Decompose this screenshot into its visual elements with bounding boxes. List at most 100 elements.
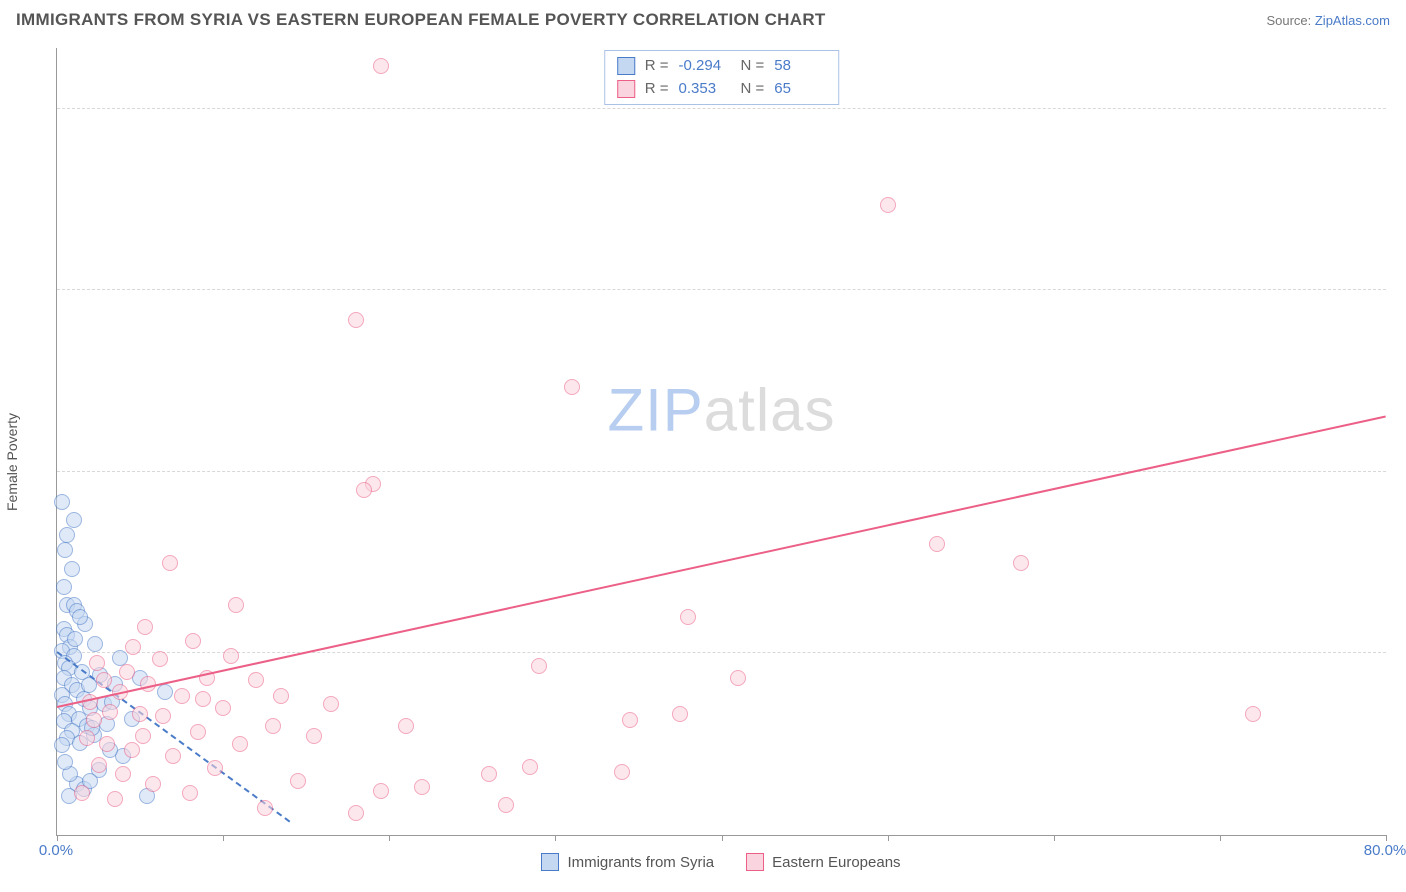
legend-swatch xyxy=(541,853,559,871)
data-point xyxy=(74,785,90,801)
x-tick xyxy=(1220,835,1221,841)
data-point xyxy=(290,773,306,789)
legend-label: Immigrants from Syria xyxy=(567,854,714,871)
y-tick-label: 60.0% xyxy=(1390,83,1406,100)
data-point xyxy=(306,728,322,744)
data-point xyxy=(125,639,141,655)
data-point xyxy=(115,766,131,782)
stat-r-label: R = xyxy=(645,55,669,78)
data-point xyxy=(273,688,289,704)
data-point xyxy=(135,728,151,744)
data-point xyxy=(248,672,264,688)
data-point xyxy=(481,766,497,782)
data-point xyxy=(57,542,73,558)
data-point xyxy=(929,536,945,552)
data-point xyxy=(124,742,140,758)
data-point xyxy=(99,736,115,752)
data-point xyxy=(373,58,389,74)
data-point xyxy=(373,783,389,799)
legend-label: Eastern Europeans xyxy=(772,854,900,871)
data-point xyxy=(190,724,206,740)
data-point xyxy=(79,730,95,746)
correlation-stats-box: R =-0.294N =58R =0.353N =65 xyxy=(604,50,840,105)
data-point xyxy=(67,631,83,647)
data-point xyxy=(228,597,244,613)
gridline xyxy=(57,108,1386,109)
data-point xyxy=(680,609,696,625)
gridline xyxy=(57,652,1386,653)
x-tick xyxy=(1386,835,1387,841)
stat-n-value: 65 xyxy=(774,78,826,101)
data-point xyxy=(162,555,178,571)
source-attribution: Source: ZipAtlas.com xyxy=(1266,13,1390,28)
data-point xyxy=(232,736,248,752)
source-link[interactable]: ZipAtlas.com xyxy=(1315,13,1390,28)
data-point xyxy=(356,482,372,498)
data-point xyxy=(1245,706,1261,722)
x-tick-label-min: 0.0% xyxy=(39,842,73,859)
watermark: ZIPatlas xyxy=(607,376,835,445)
data-point xyxy=(174,688,190,704)
legend: Immigrants from Syria Eastern Europeans xyxy=(56,848,1386,876)
data-point xyxy=(152,651,168,667)
data-point xyxy=(207,760,223,776)
data-point xyxy=(215,700,231,716)
stat-r-value: -0.294 xyxy=(679,55,731,78)
data-point xyxy=(185,633,201,649)
stat-r-label: R = xyxy=(645,78,669,101)
data-point xyxy=(137,619,153,635)
data-point xyxy=(182,785,198,801)
data-point xyxy=(96,672,112,688)
stat-n-label: N = xyxy=(741,55,765,78)
data-point xyxy=(522,759,538,775)
data-point xyxy=(157,684,173,700)
data-point xyxy=(155,708,171,724)
data-point xyxy=(672,706,688,722)
x-tick xyxy=(555,835,556,841)
chart-container: Female Poverty ZIPatlas R =-0.294N =58R … xyxy=(16,44,1390,880)
data-point xyxy=(64,561,80,577)
x-tick xyxy=(888,835,889,841)
data-point xyxy=(66,512,82,528)
y-tick-label: 15.0% xyxy=(1390,628,1406,645)
chart-title: IMMIGRANTS FROM SYRIA VS EASTERN EUROPEA… xyxy=(16,10,826,30)
data-point xyxy=(223,648,239,664)
data-point xyxy=(91,757,107,773)
data-point xyxy=(880,197,896,213)
data-point xyxy=(132,706,148,722)
data-point xyxy=(56,579,72,595)
stat-r-value: 0.353 xyxy=(679,78,731,101)
data-point xyxy=(323,696,339,712)
stats-row: R =-0.294N =58 xyxy=(617,55,827,78)
plot-area: ZIPatlas R =-0.294N =58R =0.353N =65 15.… xyxy=(56,48,1386,836)
data-point xyxy=(730,670,746,686)
gridline xyxy=(57,289,1386,290)
legend-item: Immigrants from Syria xyxy=(541,853,714,871)
x-tick xyxy=(389,835,390,841)
data-point xyxy=(165,748,181,764)
data-point xyxy=(414,779,430,795)
x-tick xyxy=(722,835,723,841)
data-point xyxy=(622,712,638,728)
data-point xyxy=(72,609,88,625)
data-point xyxy=(348,805,364,821)
legend-swatch xyxy=(617,80,635,98)
data-point xyxy=(564,379,580,395)
stats-row: R =0.353N =65 xyxy=(617,78,827,101)
data-point xyxy=(54,494,70,510)
data-point xyxy=(57,754,73,770)
trend-line xyxy=(57,415,1386,708)
data-point xyxy=(531,658,547,674)
y-tick-label: 45.0% xyxy=(1390,265,1406,282)
data-point xyxy=(145,776,161,792)
data-point xyxy=(107,791,123,807)
gridline xyxy=(57,471,1386,472)
data-point xyxy=(265,718,281,734)
x-tick-label-max: 80.0% xyxy=(1364,842,1406,859)
data-point xyxy=(86,712,102,728)
data-point xyxy=(348,312,364,328)
data-point xyxy=(257,800,273,816)
data-point xyxy=(498,797,514,813)
data-point xyxy=(195,691,211,707)
y-axis-label: Female Poverty xyxy=(4,413,20,511)
